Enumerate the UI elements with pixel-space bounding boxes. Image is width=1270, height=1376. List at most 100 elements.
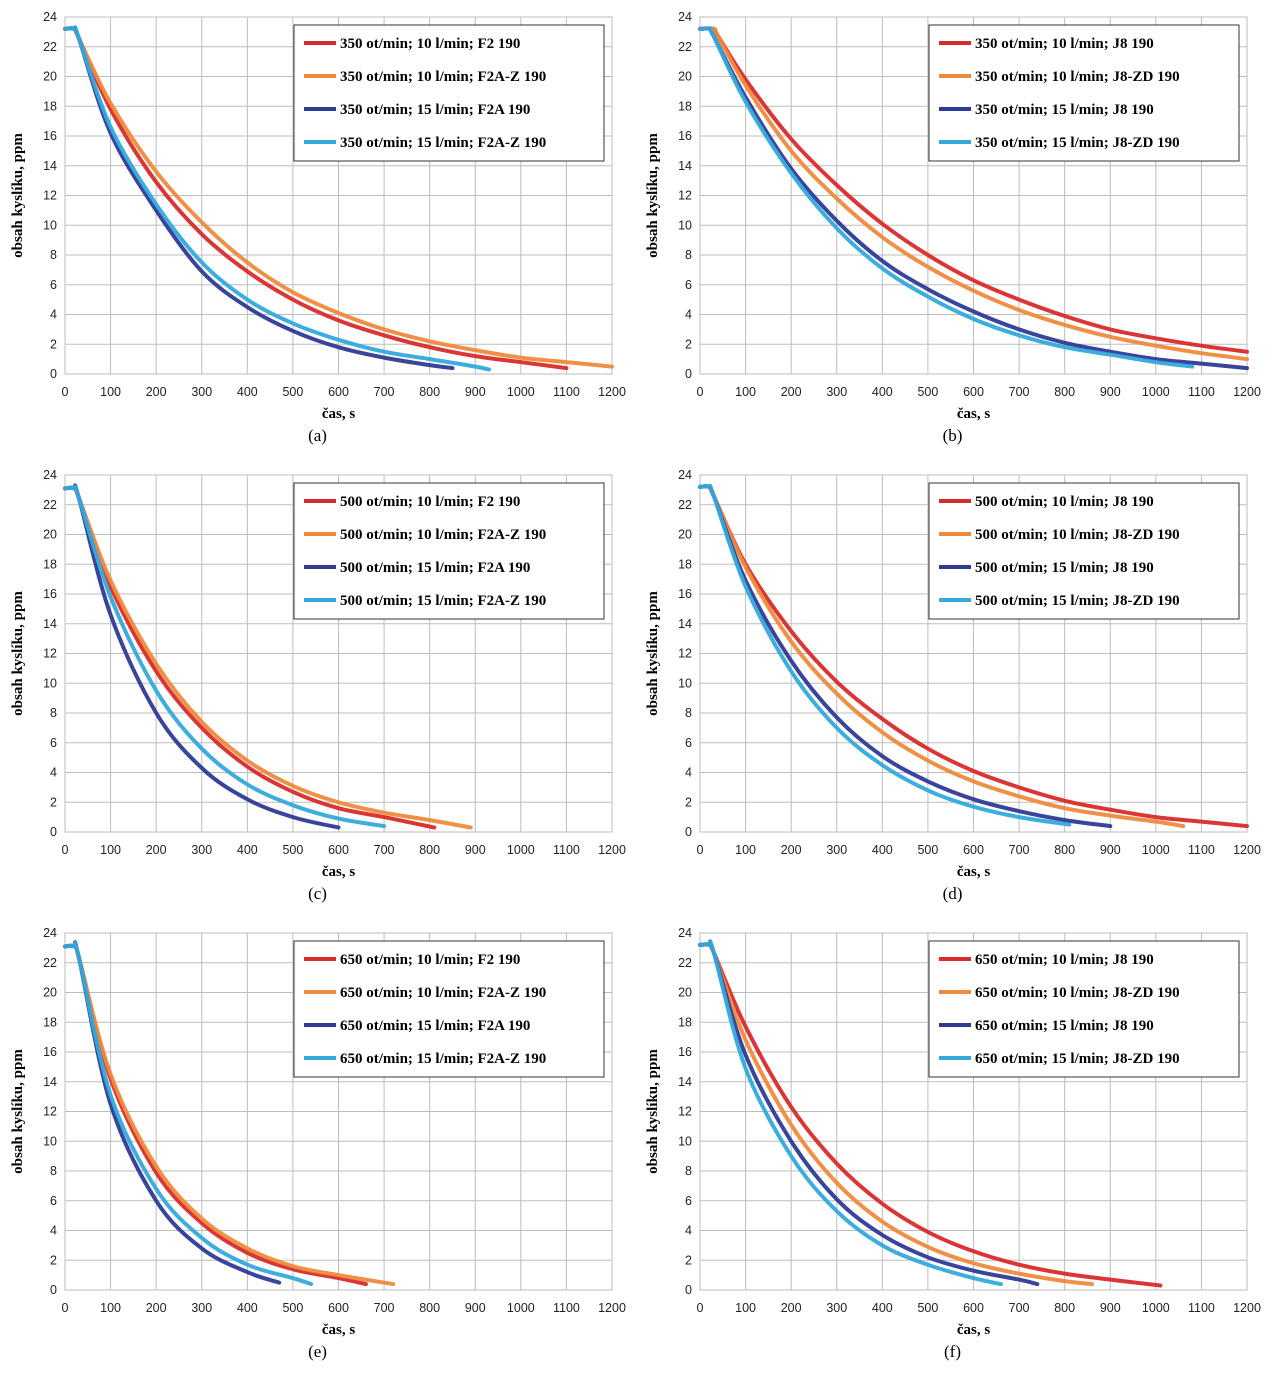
y-tick-label: 24 bbox=[43, 10, 57, 24]
legend-label: 650 ot/min; 15 l/min; J8 190 bbox=[975, 1018, 1154, 1034]
legend-box bbox=[928, 940, 1240, 1078]
y-tick-label: 6 bbox=[50, 736, 57, 750]
x-tick-label: 1200 bbox=[1233, 1301, 1261, 1315]
y-tick-label: 4 bbox=[685, 766, 692, 780]
x-tick-label: 700 bbox=[374, 385, 395, 399]
y-tick-label: 4 bbox=[685, 1224, 692, 1238]
x-tick-label: 300 bbox=[826, 1301, 847, 1315]
y-tick-label: 0 bbox=[685, 367, 692, 381]
legend: 500 ot/min; 10 l/min; J8 190 500 ot/min; … bbox=[928, 482, 1240, 620]
y-tick-label: 8 bbox=[685, 248, 692, 262]
y-tick-label: 12 bbox=[678, 647, 692, 661]
x-tick-label: 400 bbox=[237, 843, 258, 857]
y-axis-label: obsah kyslíku, ppm bbox=[645, 591, 661, 716]
x-tick-label: 900 bbox=[465, 385, 486, 399]
x-tick-label: 900 bbox=[465, 1301, 486, 1315]
y-tick-label: 16 bbox=[678, 587, 692, 601]
y-tick-label: 6 bbox=[685, 1194, 692, 1208]
y-tick-label: 10 bbox=[678, 1134, 692, 1148]
legend-label: 500 ot/min; 15 l/min; J8 190 bbox=[975, 560, 1154, 576]
y-tick-label: 14 bbox=[43, 159, 57, 173]
x-tick-label: 100 bbox=[100, 385, 121, 399]
legend: 650 ot/min; 10 l/min; F2 190 650 ot/min; … bbox=[293, 940, 605, 1078]
legend: 650 ot/min; 10 l/min; J8 190 650 ot/min; … bbox=[928, 940, 1240, 1078]
y-tick-label: 14 bbox=[678, 1075, 692, 1089]
legend-label: 650 ot/min; 15 l/min; F2A 190 bbox=[340, 1018, 530, 1034]
y-tick-label: 16 bbox=[43, 1045, 57, 1059]
y-tick-label: 24 bbox=[43, 468, 57, 482]
y-tick-label: 20 bbox=[678, 528, 692, 542]
y-tick-label: 4 bbox=[50, 1224, 57, 1238]
panel-caption: (e) bbox=[308, 1342, 327, 1361]
x-tick-label: 800 bbox=[1054, 843, 1075, 857]
legend-label: 650 ot/min; 10 l/min; F2 190 bbox=[340, 952, 520, 968]
x-tick-label: 700 bbox=[374, 1301, 395, 1315]
chart-panel-6: 0 100 200 300 400 500 600 700 800 900 1000 1100 1200… bbox=[635, 916, 1270, 1374]
y-tick-label: 12 bbox=[43, 189, 57, 203]
y-tick-label: 14 bbox=[43, 1075, 57, 1089]
series-line-4 bbox=[63, 940, 314, 1287]
x-tick-label: 0 bbox=[697, 843, 704, 857]
x-axis-label: čas, s bbox=[322, 406, 355, 422]
y-tick-label: 2 bbox=[50, 1253, 57, 1267]
y-tick-label: 24 bbox=[678, 926, 692, 940]
x-tick-label: 500 bbox=[917, 843, 938, 857]
series-line-4 bbox=[698, 26, 1195, 369]
panel-caption: (d) bbox=[942, 884, 963, 903]
y-tick-label: 22 bbox=[43, 498, 57, 512]
x-tick-label: 1200 bbox=[1233, 385, 1261, 399]
x-tick-label: 1000 bbox=[1142, 1301, 1170, 1315]
x-tick-label: 1200 bbox=[1233, 843, 1261, 857]
x-tick-label: 0 bbox=[697, 1301, 704, 1315]
x-tick-label: 1100 bbox=[1188, 385, 1215, 399]
y-axis-label: obsah kyslíku, ppm bbox=[10, 591, 26, 716]
y-tick-label: 12 bbox=[678, 1105, 692, 1119]
legend-label: 350 ot/min; 15 l/min; F2A 190 bbox=[340, 102, 530, 118]
chart-svg: 0 100 200 300 400 500 600 700 800 900 1000 1100 1200… bbox=[645, 926, 1261, 1338]
y-tick-label: 2 bbox=[685, 795, 692, 809]
x-tick-label: 100 bbox=[100, 1301, 121, 1315]
y-tick-label: 6 bbox=[685, 736, 692, 750]
x-tick-label: 700 bbox=[1009, 1301, 1030, 1315]
legend-label: 650 ot/min; 15 l/min; J8-ZD 190 bbox=[975, 1051, 1180, 1067]
y-tick-label: 2 bbox=[685, 337, 692, 351]
y-tick-label: 2 bbox=[685, 1253, 692, 1267]
x-tick-label: 300 bbox=[191, 843, 212, 857]
x-tick-label: 1100 bbox=[1188, 843, 1215, 857]
series-line-4 bbox=[698, 483, 1072, 827]
legend-label: 500 ot/min; 15 l/min; F2A 190 bbox=[340, 560, 530, 576]
y-tick-label: 16 bbox=[43, 129, 57, 143]
x-tick-label: 0 bbox=[697, 385, 704, 399]
y-axis-label: obsah kyslíku, ppm bbox=[645, 133, 661, 258]
y-tick-label: 10 bbox=[43, 1134, 57, 1148]
panel-caption: (c) bbox=[308, 884, 327, 903]
y-tick-label: 22 bbox=[678, 956, 692, 970]
y-tick-label: 12 bbox=[43, 647, 57, 661]
y-axis-label: obsah kyslíku, ppm bbox=[10, 1049, 26, 1174]
x-tick-label: 800 bbox=[1054, 1301, 1075, 1315]
y-tick-label: 10 bbox=[678, 218, 692, 232]
y-tick-label: 2 bbox=[50, 337, 57, 351]
y-tick-label: 22 bbox=[678, 40, 692, 54]
x-tick-label: 1000 bbox=[507, 1301, 535, 1315]
x-tick-label: 300 bbox=[826, 385, 847, 399]
series-line-4 bbox=[63, 484, 387, 829]
x-tick-label: 200 bbox=[781, 385, 802, 399]
chart-svg: 0 100 200 300 400 500 600 700 800 900 1000 1100 1200… bbox=[645, 10, 1261, 422]
legend-label: 500 ot/min; 10 l/min; F2A-Z 190 bbox=[340, 527, 546, 543]
y-tick-label: 4 bbox=[685, 308, 692, 322]
legend-box bbox=[928, 24, 1240, 162]
legend-label: 500 ot/min; 10 l/min; J8-ZD 190 bbox=[975, 527, 1180, 543]
y-tick-label: 20 bbox=[43, 70, 57, 84]
x-tick-label: 900 bbox=[1100, 385, 1121, 399]
y-tick-label: 18 bbox=[43, 1015, 57, 1029]
x-tick-label: 500 bbox=[917, 1301, 938, 1315]
y-tick-label: 10 bbox=[43, 676, 57, 690]
y-tick-label: 8 bbox=[685, 1164, 692, 1178]
y-tick-label: 0 bbox=[50, 825, 57, 839]
y-tick-label: 6 bbox=[685, 278, 692, 292]
legend-label: 500 ot/min; 15 l/min; F2A-Z 190 bbox=[340, 593, 546, 609]
x-tick-label: 400 bbox=[237, 385, 258, 399]
x-tick-label: 900 bbox=[465, 843, 486, 857]
x-tick-label: 600 bbox=[963, 385, 984, 399]
